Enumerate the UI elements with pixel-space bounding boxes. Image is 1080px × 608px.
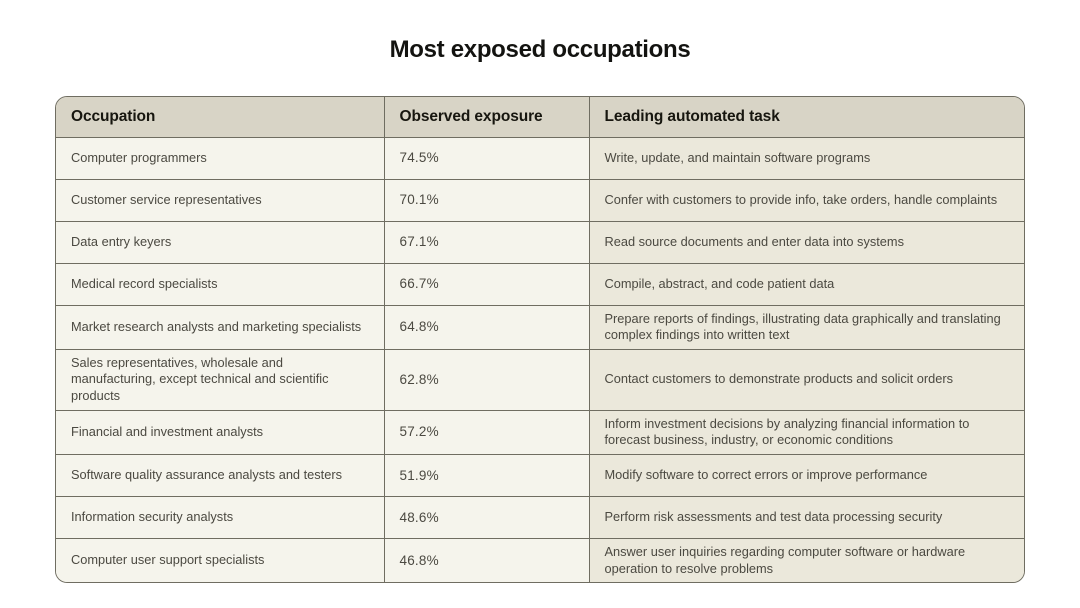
table-row: Customer service representatives 70.1% C… [56, 178, 1024, 222]
exposure-cell: 66.7% [383, 262, 590, 306]
table-row: Medical record specialists 66.7% Compile… [56, 262, 1024, 306]
exposure-cell: 70.1% [383, 178, 590, 222]
exposure-cell: 62.8% [383, 348, 590, 411]
table-row: Software quality assurance analysts and … [56, 453, 1024, 497]
exposure-cell: 48.6% [383, 495, 590, 539]
occupation-cell: Information security analysts [56, 495, 385, 539]
occupation-cell: Financial and investment analysts [56, 409, 385, 455]
table-row: Financial and investment analysts 57.2% … [56, 409, 1024, 455]
exposure-cell: 46.8% [383, 537, 590, 583]
table-row: Market research analysts and marketing s… [56, 304, 1024, 350]
occupation-cell: Computer user support specialists [56, 537, 385, 583]
table-row: Data entry keyers 67.1% Read source docu… [56, 220, 1024, 264]
occupation-cell: Data entry keyers [56, 220, 385, 264]
exposure-cell: 64.8% [383, 304, 590, 350]
task-cell: Answer user inquiries regarding computer… [588, 537, 1024, 583]
table-row: Computer programmers 74.5% Write, update… [56, 136, 1024, 180]
exposure-table: Occupation Observed exposure Leading aut… [56, 97, 1024, 583]
table-row: Sales representatives, wholesale and man… [56, 348, 1024, 411]
exposure-cell: 74.5% [383, 136, 590, 180]
exposure-cell: 67.1% [383, 220, 590, 264]
occupation-cell: Sales representatives, wholesale and man… [56, 348, 385, 411]
occupation-cell: Software quality assurance analysts and … [56, 453, 385, 497]
occupation-cell: Medical record specialists [56, 262, 385, 306]
task-cell: Modify software to correct errors or imp… [588, 453, 1024, 497]
task-cell: Inform investment decisions by analyzing… [588, 409, 1024, 455]
task-cell: Prepare reports of findings, illustratin… [588, 304, 1024, 350]
occupation-cell: Computer programmers [56, 136, 385, 180]
exposure-table-container: Occupation Observed exposure Leading aut… [55, 96, 1025, 584]
page-title: Most exposed occupations [389, 36, 691, 63]
occupation-cell: Customer service representatives [56, 178, 385, 222]
task-cell: Write, update, and maintain software pro… [588, 136, 1024, 180]
column-header-leading-automated-task: Leading automated task [588, 97, 1024, 138]
table-row: Computer user support specialists 46.8% … [56, 537, 1024, 583]
column-header-occupation: Occupation [56, 97, 385, 138]
column-header-observed-exposure: Observed exposure [383, 97, 590, 138]
task-cell: Perform risk assessments and test data p… [588, 495, 1024, 539]
task-cell: Compile, abstract, and code patient data [588, 262, 1024, 306]
exposure-cell: 57.2% [383, 409, 590, 455]
exposure-cell: 51.9% [383, 453, 590, 497]
task-cell: Read source documents and enter data int… [588, 220, 1024, 264]
task-cell: Confer with customers to provide info, t… [588, 178, 1024, 222]
table-header: Occupation Observed exposure Leading aut… [56, 97, 1024, 138]
task-cell: Contact customers to demonstrate product… [588, 348, 1024, 411]
occupation-cell: Market research analysts and marketing s… [56, 304, 385, 350]
table-row: Information security analysts 48.6% Perf… [56, 495, 1024, 539]
